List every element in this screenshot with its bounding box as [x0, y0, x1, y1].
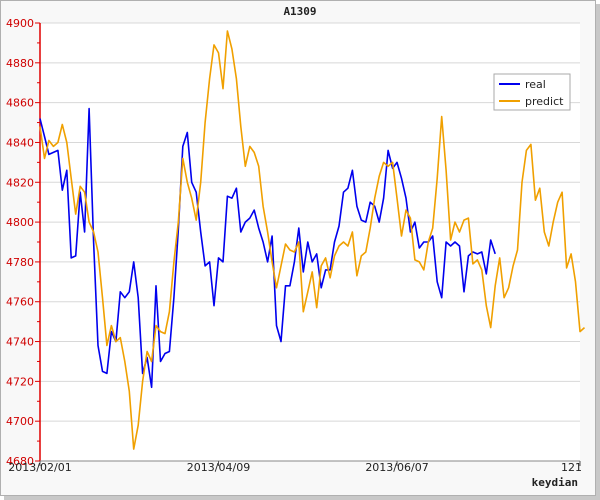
x-axis-label: keydian	[532, 476, 578, 489]
y-tick-label: 4900	[6, 17, 34, 30]
x-tick-label: 2013/06/07	[365, 461, 428, 474]
series	[39, 30, 586, 450]
x-tick-label: 2013/02/01	[8, 461, 71, 474]
x-axis-ticks: 2013/02/01 2013/04/09 2013/06/07 121	[8, 461, 582, 474]
y-tick-label: 4780	[6, 256, 34, 269]
y-tick-label: 4760	[6, 296, 34, 309]
series-line-predict	[39, 30, 586, 450]
legend-label-predict: predict	[525, 95, 564, 108]
y-tick-label: 4700	[6, 415, 34, 428]
y-tick-label: 4740	[6, 336, 34, 349]
y-tick-label: 4800	[6, 216, 34, 229]
y-tick-label: 4840	[6, 136, 34, 149]
y-tick-label: 4860	[6, 97, 34, 110]
x-tick-label: 121	[561, 461, 582, 474]
gridlines	[40, 22, 580, 422]
y-tick-label: 4680	[6, 455, 34, 468]
legend-box	[493, 73, 571, 111]
y-tick-label: 4820	[6, 176, 34, 189]
y-tick-label: 4720	[6, 375, 34, 388]
x-tick-label: 2013/04/09	[187, 461, 250, 474]
legend-label-real: real	[525, 78, 546, 91]
y-axis-ticks: 4680 4700 4720 4740 4760 4780 4800 4820 4840 4860…	[6, 17, 40, 468]
y-tick-label: 4880	[6, 57, 34, 70]
chart-title: A1309	[283, 5, 316, 18]
legend: real predict	[493, 73, 571, 111]
